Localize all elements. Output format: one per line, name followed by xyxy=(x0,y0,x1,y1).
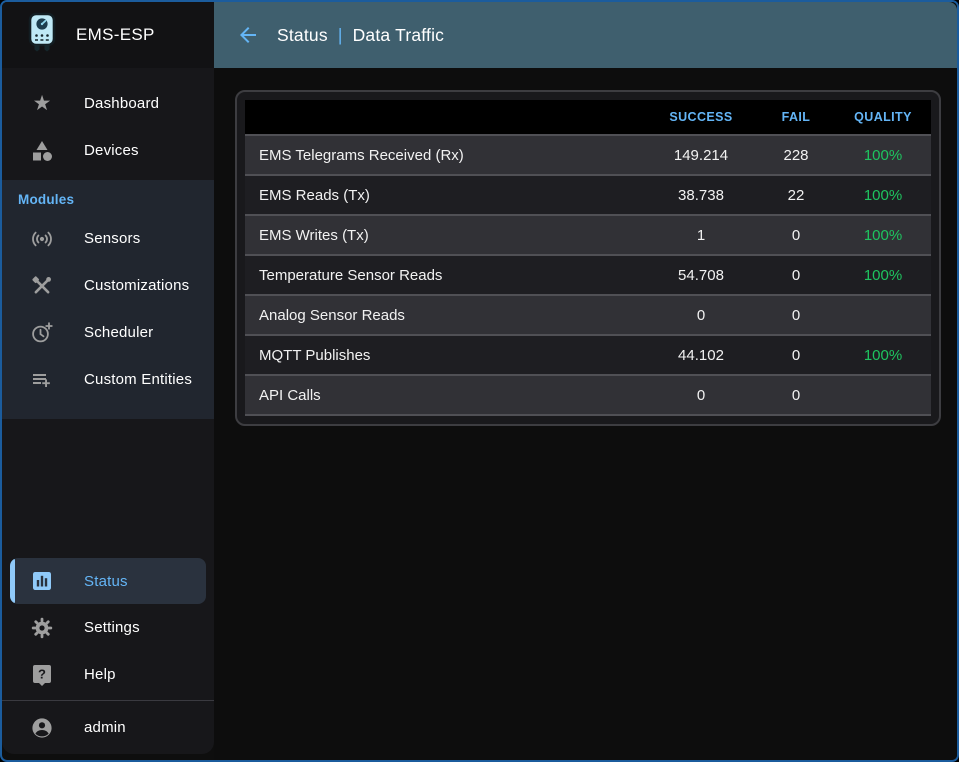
column-header-quality: QUALITY xyxy=(835,100,931,135)
sidebar-item-label: Scheduler xyxy=(84,324,154,341)
modules-section: Modules Sensors xyxy=(2,180,214,419)
metric-name: Analog Sensor Reads xyxy=(245,294,645,335)
quality-value xyxy=(835,374,931,416)
clock-plus-icon xyxy=(30,321,54,345)
table-row: EMS Writes (Tx) 1 0 100% xyxy=(245,214,931,255)
table-row: API Calls 0 0 xyxy=(245,374,931,416)
sidebar-item-label: Settings xyxy=(84,619,140,636)
data-traffic-table: SUCCESS FAIL QUALITY EMS Telegrams Recei… xyxy=(245,100,931,416)
fail-value: 0 xyxy=(757,294,835,335)
sidebar-top-nav: ★ Dashboard Devices xyxy=(2,68,214,174)
success-value: 149.214 xyxy=(645,134,757,175)
fail-value: 0 xyxy=(757,254,835,295)
sidebar-item-admin[interactable]: admin xyxy=(2,701,214,754)
sidebar-item-label: Status xyxy=(84,572,128,590)
sidebar-item-status[interactable]: Status xyxy=(10,558,206,604)
sidebar: EMS-ESP ★ Dashboard Devices Modules xyxy=(2,2,214,754)
quality-value: 100% xyxy=(835,214,931,255)
bar-chart-icon xyxy=(30,569,54,593)
brand-header: EMS-ESP xyxy=(2,2,214,68)
fail-value: 0 xyxy=(757,214,835,255)
sidebar-spacer xyxy=(2,419,214,558)
modules-section-header: Modules xyxy=(18,192,75,207)
fail-value: 0 xyxy=(757,374,835,416)
quality-value xyxy=(835,294,931,335)
metric-name: API Calls xyxy=(245,374,645,416)
gear-icon xyxy=(30,616,54,640)
tools-icon xyxy=(30,274,54,298)
success-value: 44.102 xyxy=(645,334,757,375)
quality-value: 100% xyxy=(835,134,931,175)
sidebar-item-sensors[interactable]: Sensors xyxy=(2,215,214,262)
sidebar-item-label: Dashboard xyxy=(84,95,160,112)
data-traffic-card: SUCCESS FAIL QUALITY EMS Telegrams Recei… xyxy=(235,90,941,426)
table-row: EMS Reads (Tx) 38.738 22 100% xyxy=(245,174,931,215)
sidebar-item-label: Custom Entities xyxy=(84,371,193,388)
success-value: 1 xyxy=(645,214,757,255)
success-value: 38.738 xyxy=(645,174,757,215)
sidebar-item-customizations[interactable]: Customizations xyxy=(2,262,214,309)
account-circle-icon xyxy=(30,716,54,740)
sidebar-item-label: Help xyxy=(84,666,116,683)
page-title-page: Data Traffic xyxy=(352,24,445,45)
metric-name: EMS Reads (Tx) xyxy=(245,174,645,215)
sidebar-item-label: Customizations xyxy=(84,277,190,294)
table-row: MQTT Publishes 44.102 0 100% xyxy=(245,334,931,375)
success-value: 54.708 xyxy=(645,254,757,295)
help-icon: ? xyxy=(30,663,54,687)
sidebar-item-settings[interactable]: Settings xyxy=(2,604,214,651)
success-value: 0 xyxy=(645,374,757,416)
user-name: admin xyxy=(84,719,126,736)
metric-name: EMS Writes (Tx) xyxy=(245,214,645,255)
category-icon xyxy=(30,139,54,163)
user-section: admin xyxy=(2,700,214,754)
sidebar-item-help[interactable]: ? Help xyxy=(2,651,214,698)
page-title-section: Status xyxy=(277,24,328,45)
metric-name: Temperature Sensor Reads xyxy=(245,254,645,295)
star-icon: ★ xyxy=(32,92,52,115)
app-bar: Status | Data Traffic xyxy=(214,2,957,68)
quality-value: 100% xyxy=(835,174,931,215)
sidebar-item-dashboard[interactable]: ★ Dashboard xyxy=(2,80,214,127)
column-header-name xyxy=(245,100,645,135)
metric-name: EMS Telegrams Received (Rx) xyxy=(245,134,645,175)
app-title: EMS-ESP xyxy=(76,25,155,44)
page-title: Status | Data Traffic xyxy=(277,25,444,46)
table-row: EMS Telegrams Received (Rx) 149.214 228 … xyxy=(245,134,931,175)
quality-value: 100% xyxy=(835,254,931,295)
playlist-add-icon xyxy=(30,368,54,392)
boiler-logo-icon xyxy=(24,11,60,60)
sidebar-item-scheduler[interactable]: Scheduler xyxy=(2,309,214,356)
metric-name: MQTT Publishes xyxy=(245,334,645,375)
table-row: Analog Sensor Reads 0 0 xyxy=(245,294,931,335)
table-row: Temperature Sensor Reads 54.708 0 100% xyxy=(245,254,931,295)
sidebar-item-label: Sensors xyxy=(84,230,141,247)
fail-value: 22 xyxy=(757,174,835,215)
sidebar-item-label: Devices xyxy=(84,142,139,159)
column-header-success: SUCCESS xyxy=(645,100,757,135)
svg-text:?: ? xyxy=(38,666,46,681)
main-area: Status | Data Traffic SUCCESS FAIL QUALI… xyxy=(214,2,957,760)
back-arrow-icon[interactable] xyxy=(235,22,261,48)
sidebar-item-custom-entities[interactable]: Custom Entities xyxy=(2,356,214,403)
table-header-row: SUCCESS FAIL QUALITY xyxy=(245,100,931,135)
quality-value: 100% xyxy=(835,334,931,375)
fail-value: 228 xyxy=(757,134,835,175)
title-separator: | xyxy=(337,24,343,45)
sensors-icon xyxy=(30,227,54,251)
column-header-fail: FAIL xyxy=(757,100,835,135)
sidebar-item-devices[interactable]: Devices xyxy=(2,127,214,174)
success-value: 0 xyxy=(645,294,757,335)
fail-value: 0 xyxy=(757,334,835,375)
